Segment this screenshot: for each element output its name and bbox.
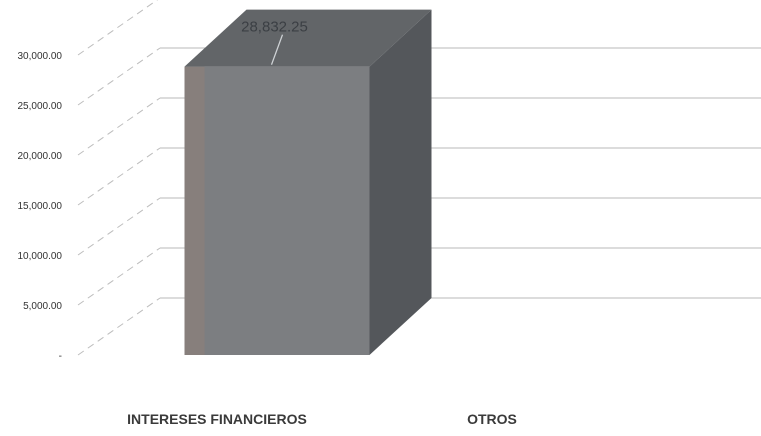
bar-top [184, 9, 432, 67]
category-label: INTERESES FINANCIEROS [127, 411, 307, 427]
gridline-diagonal [77, 97, 161, 156]
gridline-diagonal [77, 197, 161, 256]
bars [184, 9, 432, 356]
y-tick-label: 20,000.00 [18, 151, 63, 162]
data-label-leader [270, 34, 284, 65]
category-label: OTROS [467, 411, 517, 427]
gridline-diagonal [77, 47, 161, 106]
y-tick-label: 25,000.00 [18, 101, 63, 112]
y-tick-label: 10,000.00 [18, 251, 63, 262]
gridline-diagonal [77, 297, 161, 356]
labels: 28,832.25 INTERESES FINANCIEROS OTROS [127, 19, 517, 427]
y-tick-label: 5,000.00 [23, 301, 62, 312]
bar-side [369, 9, 432, 356]
y-tick-label: 15,000.00 [18, 201, 63, 212]
y-axis: - 5,000.00 10,000.00 15,000.00 20,000.00 25,0… [18, 51, 63, 362]
bar-front [184, 66, 370, 356]
bar-edge [184, 66, 205, 356]
y-tick-label: - [59, 351, 62, 362]
data-label: 28,832.25 [241, 19, 308, 36]
gridline-diagonal [77, 0, 158, 56]
gridline-diagonal [77, 247, 161, 306]
y-tick-label: 30,000.00 [18, 51, 63, 62]
gridline-diagonal [77, 147, 161, 206]
